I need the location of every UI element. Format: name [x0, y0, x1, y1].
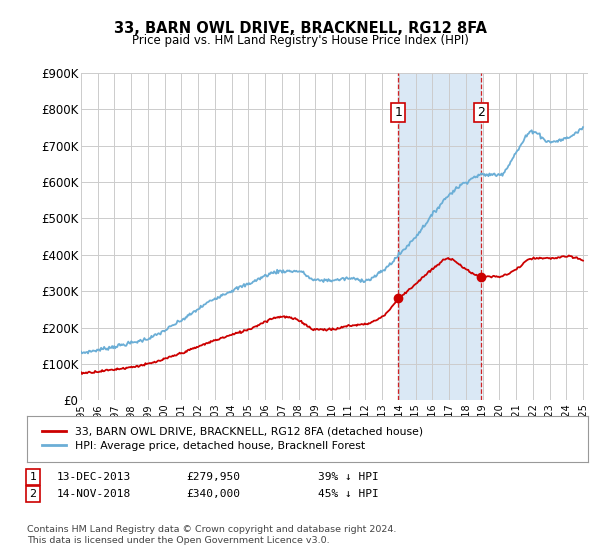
Text: £279,950: £279,950 — [186, 472, 240, 482]
Text: £340,000: £340,000 — [186, 489, 240, 499]
Text: 39% ↓ HPI: 39% ↓ HPI — [318, 472, 379, 482]
Text: 13-DEC-2013: 13-DEC-2013 — [57, 472, 131, 482]
Text: Contains HM Land Registry data © Crown copyright and database right 2024.
This d: Contains HM Land Registry data © Crown c… — [27, 525, 397, 545]
Bar — [398, 73, 481, 400]
Legend: 33, BARN OWL DRIVE, BRACKNELL, RG12 8FA (detached house), HPI: Average price, de: 33, BARN OWL DRIVE, BRACKNELL, RG12 8FA … — [38, 423, 427, 455]
Text: Price paid vs. HM Land Registry's House Price Index (HPI): Price paid vs. HM Land Registry's House … — [131, 34, 469, 46]
Text: 33, BARN OWL DRIVE, BRACKNELL, RG12 8FA: 33, BARN OWL DRIVE, BRACKNELL, RG12 8FA — [113, 21, 487, 36]
Text: 2: 2 — [29, 489, 37, 499]
Text: 45% ↓ HPI: 45% ↓ HPI — [318, 489, 379, 499]
Text: 14-NOV-2018: 14-NOV-2018 — [57, 489, 131, 499]
Text: 1: 1 — [29, 472, 37, 482]
Text: 1: 1 — [394, 106, 402, 119]
Text: 2: 2 — [476, 106, 485, 119]
